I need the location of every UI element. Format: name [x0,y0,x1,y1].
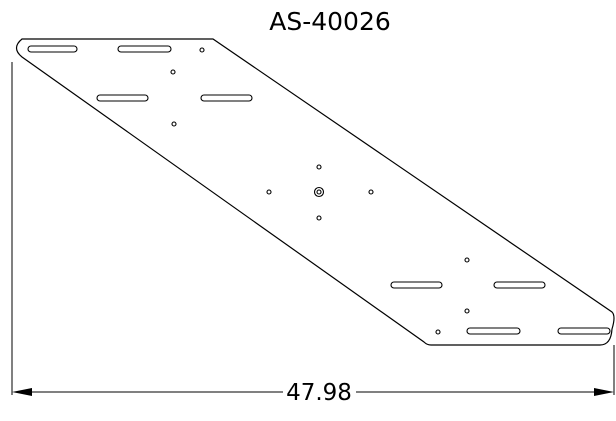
overall-width-dimension: 47.98 [286,380,352,406]
mounting-hole [316,215,322,221]
mounting-slot [466,327,521,335]
mounting-hole [368,189,374,195]
mounting-slot [557,327,611,335]
part-number-title: AS-40026 [269,7,391,36]
mounting-hole [199,47,205,53]
mounting-slot [390,281,443,289]
plate-outline [15,38,615,346]
mounting-hole [171,121,177,127]
mounting-hole [464,308,470,314]
mounting-slot [117,45,172,53]
mounting-slot [200,94,253,102]
dimension-arrow-right [594,388,614,396]
mounting-slot [27,45,78,53]
center-hole-inner [316,189,322,195]
dimension-arrow-left [12,388,32,396]
mounting-hole [266,189,272,195]
mounting-hole [464,257,470,263]
mounting-hole [435,329,441,335]
mounting-slot [96,94,149,102]
mounting-hole [316,164,322,170]
mounting-slot [493,281,546,289]
mounting-hole [170,69,176,75]
